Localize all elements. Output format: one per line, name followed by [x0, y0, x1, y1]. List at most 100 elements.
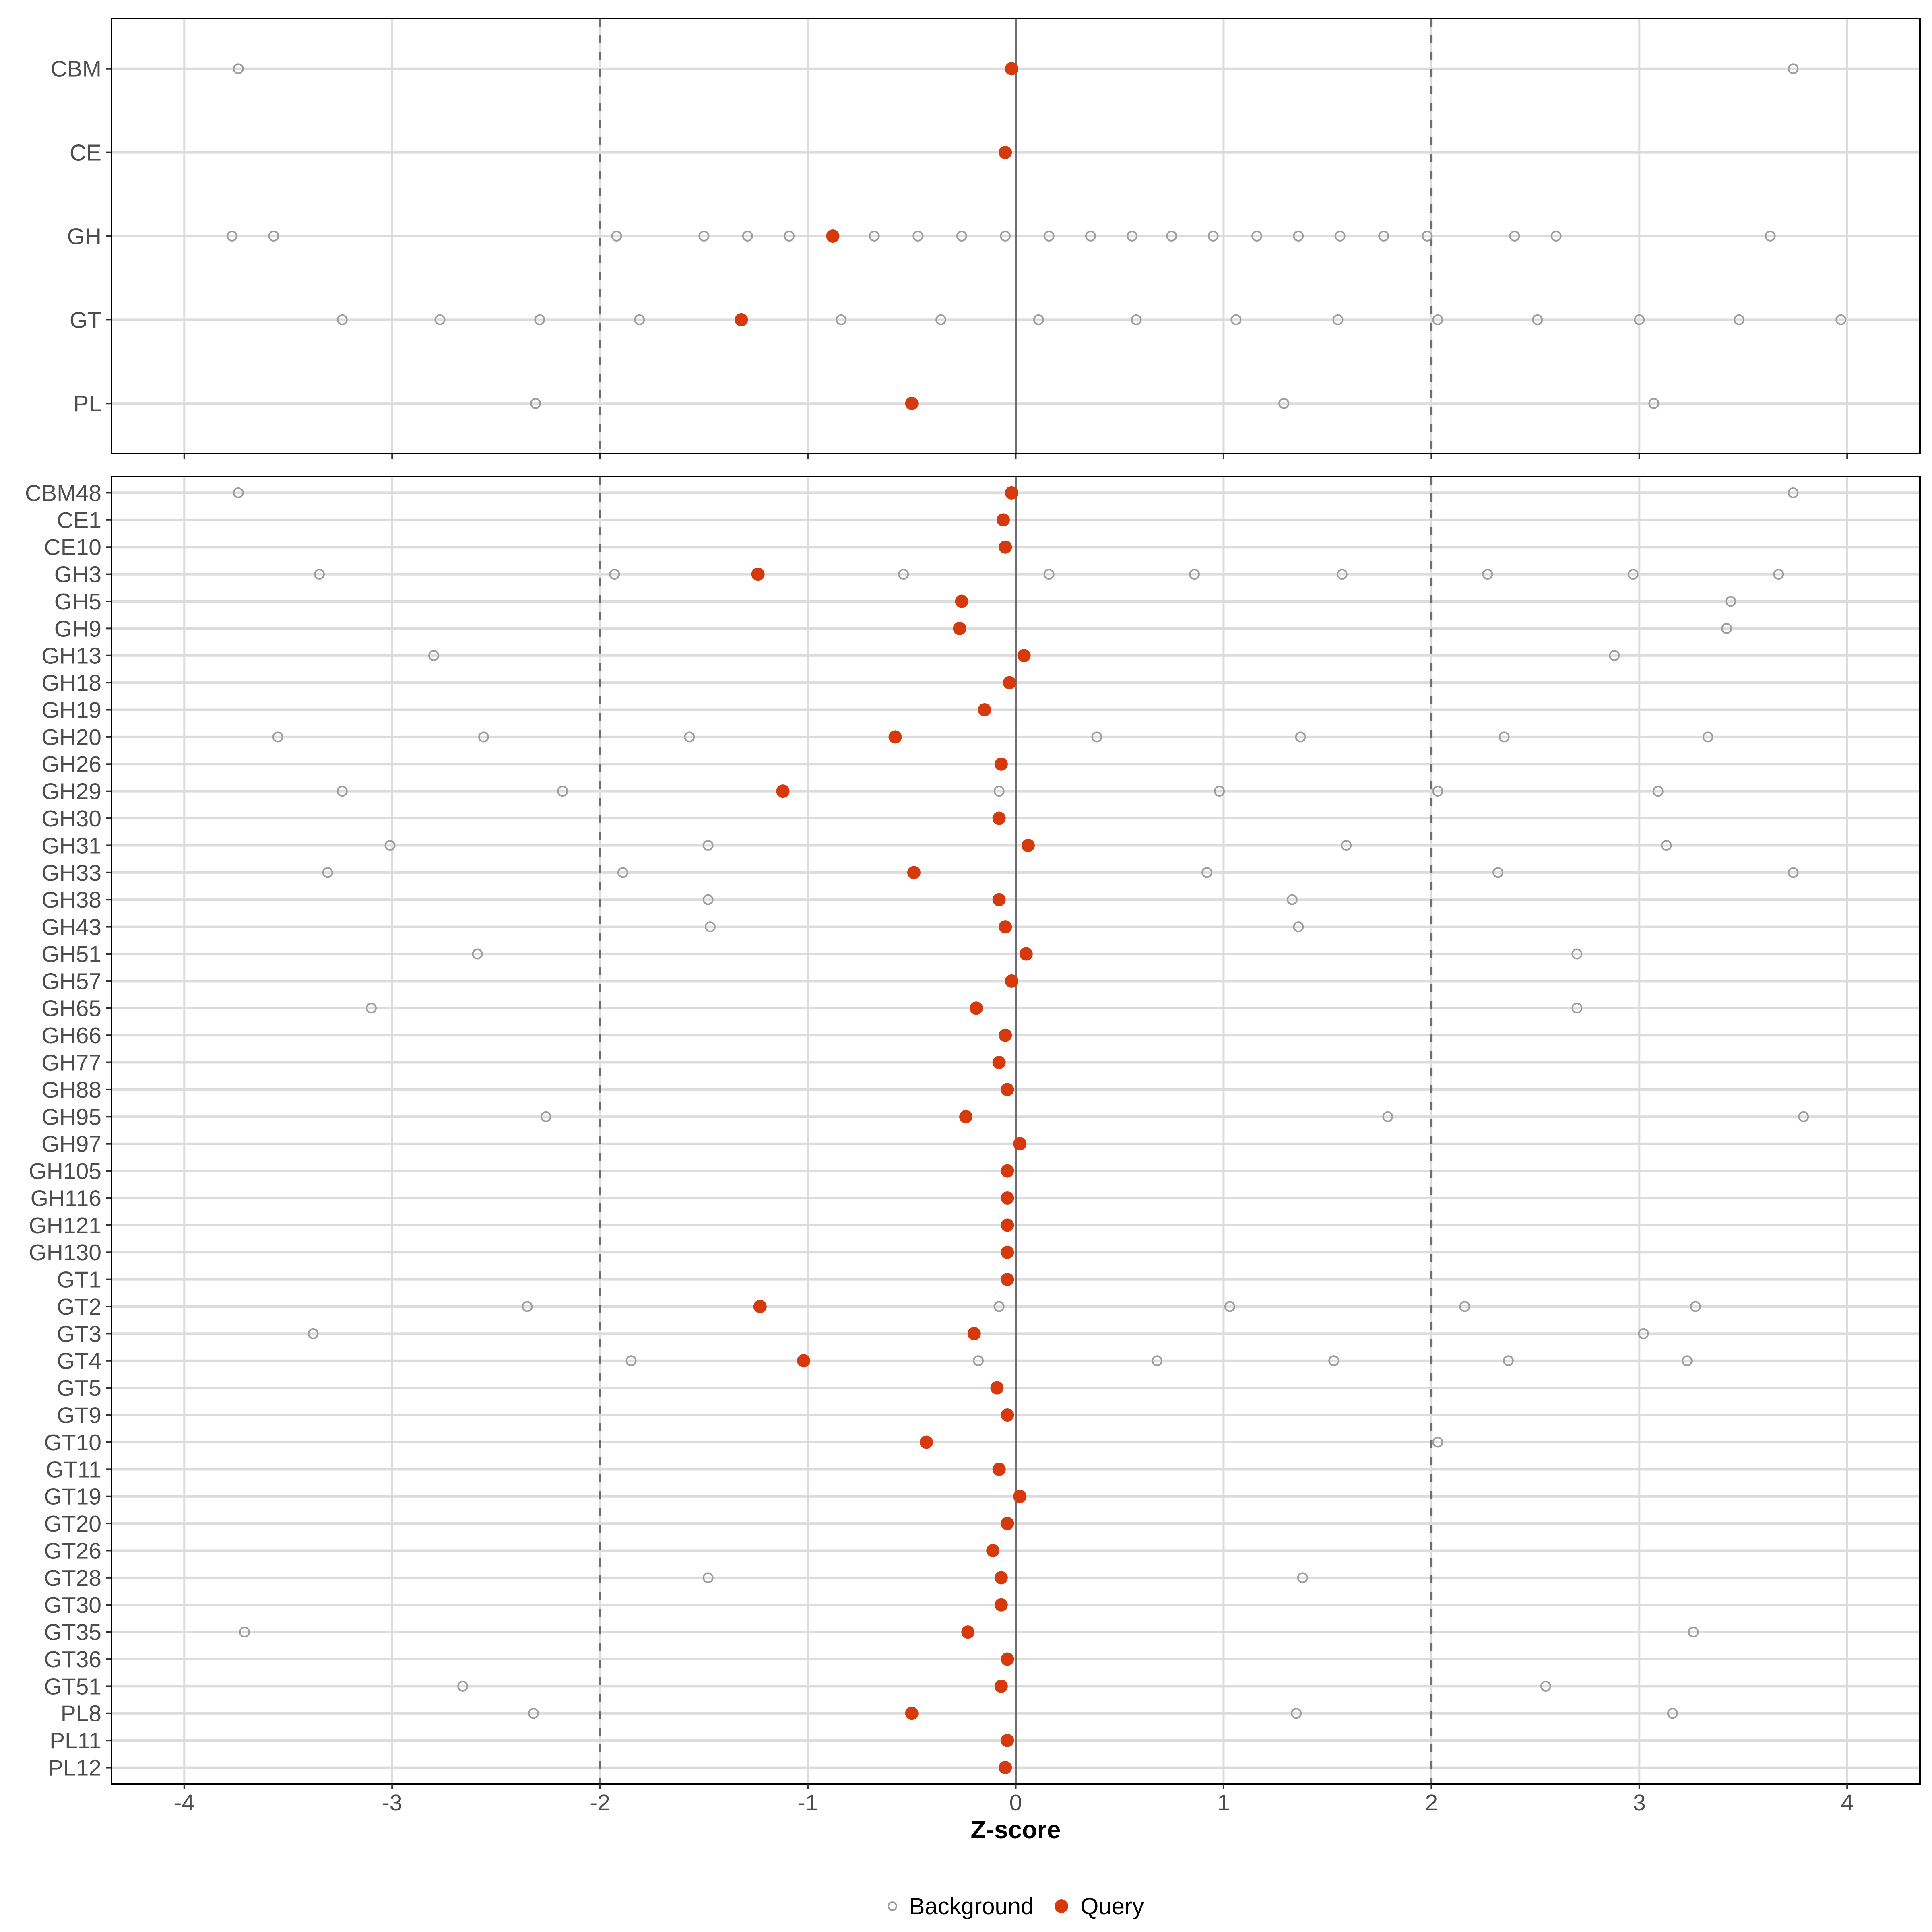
row-label: GT4: [57, 1348, 101, 1374]
background-point: [233, 487, 244, 498]
background-point: [1499, 731, 1510, 743]
background-point: [956, 231, 967, 242]
row-label: CBM48: [25, 480, 101, 506]
row-label: GT28: [44, 1565, 101, 1591]
background-point: [1166, 231, 1177, 242]
background-point: [1043, 569, 1055, 580]
query-point: [919, 1435, 933, 1449]
query-point: [1005, 62, 1018, 76]
background-point: [898, 569, 909, 580]
background-point: [1690, 1301, 1701, 1312]
background-point: [973, 1355, 984, 1366]
background-point: [1278, 398, 1290, 409]
background-point: [1000, 231, 1011, 242]
row-label: GH57: [41, 968, 101, 994]
row-label: GH121: [29, 1213, 101, 1238]
background-point: [617, 867, 628, 878]
background-point: [478, 731, 489, 743]
background-point: [384, 840, 396, 851]
background-point: [1251, 231, 1263, 242]
background-point: [1788, 867, 1799, 878]
query-point: [999, 146, 1012, 159]
query-point: [992, 1462, 1006, 1476]
row-label: GT26: [44, 1538, 101, 1564]
x-tick-label: 2: [1425, 1790, 1438, 1816]
background-point: [1328, 1355, 1340, 1366]
query-point: [905, 396, 919, 410]
background-point: [1788, 487, 1799, 498]
query-point: [1001, 1083, 1014, 1096]
query-point: [992, 811, 1006, 825]
background-point: [784, 231, 795, 242]
row-label: GH30: [41, 806, 101, 832]
background-point: [314, 569, 325, 580]
legend: Background Query: [111, 1892, 1920, 1921]
query-point: [969, 1001, 983, 1015]
background-point: [1682, 1355, 1693, 1366]
row-label: PL12: [48, 1755, 101, 1781]
query-point: [735, 313, 748, 326]
row-label: PL8: [61, 1701, 101, 1727]
query-point: [797, 1354, 811, 1368]
query-point: [1001, 1652, 1014, 1666]
background-point: [1550, 231, 1562, 242]
query-point: [776, 784, 790, 798]
background-point: [540, 1111, 551, 1122]
query-point: [959, 1110, 973, 1123]
row-label: GH26: [41, 751, 101, 777]
query-point: [999, 1761, 1012, 1775]
background-point: [1422, 231, 1433, 242]
x-tick-label: 0: [1009, 1790, 1022, 1816]
row-label: GT1: [57, 1267, 101, 1293]
row-label: GH105: [29, 1158, 101, 1184]
background-point: [935, 314, 947, 325]
background-point: [1571, 948, 1583, 960]
query-point: [994, 757, 1008, 771]
row-label: GH9: [54, 616, 101, 642]
background-point: [534, 314, 545, 325]
background-point: [1734, 314, 1745, 325]
background-point: [912, 231, 924, 242]
background-point: [227, 231, 238, 242]
background-point: [322, 867, 333, 878]
background-point: [1627, 569, 1639, 580]
row-label: GH51: [41, 941, 101, 967]
background-point: [336, 786, 348, 797]
query-point: [992, 1056, 1006, 1069]
row-label: GH20: [41, 724, 101, 750]
x-tick-label: -4: [174, 1790, 194, 1816]
background-point: [1378, 231, 1389, 242]
background-point: [684, 731, 695, 743]
background-point: [1835, 314, 1847, 325]
background-point: [1201, 867, 1213, 878]
query-point: [1005, 486, 1018, 500]
query-point: [992, 893, 1006, 906]
row-label: GH31: [41, 833, 101, 859]
row-label: GH: [67, 223, 102, 249]
row-label: GH13: [41, 643, 101, 669]
background-point: [308, 1328, 319, 1339]
row-label: GT5: [57, 1375, 101, 1401]
background-point: [1459, 1301, 1470, 1312]
background-point: [869, 231, 880, 242]
row-label: GH97: [41, 1131, 101, 1157]
background-point: [1336, 569, 1348, 580]
background-point: [1702, 731, 1713, 743]
background-point: [742, 231, 753, 242]
query-point: [1001, 1191, 1014, 1205]
background-point: [1432, 1437, 1443, 1448]
background-point: [1532, 314, 1543, 325]
row-label: GT3: [57, 1321, 101, 1347]
query-point: [1001, 1245, 1014, 1259]
background-point: [1798, 1111, 1809, 1122]
background-point: [702, 894, 714, 905]
background-point: [336, 314, 348, 325]
background-point: [1688, 1627, 1699, 1638]
background-point: [702, 840, 714, 851]
background-point: [272, 731, 283, 743]
query-point: [990, 1381, 1004, 1395]
query-point: [999, 1028, 1012, 1042]
background-point: [1652, 786, 1664, 797]
x-tick-label: -2: [590, 1790, 610, 1816]
